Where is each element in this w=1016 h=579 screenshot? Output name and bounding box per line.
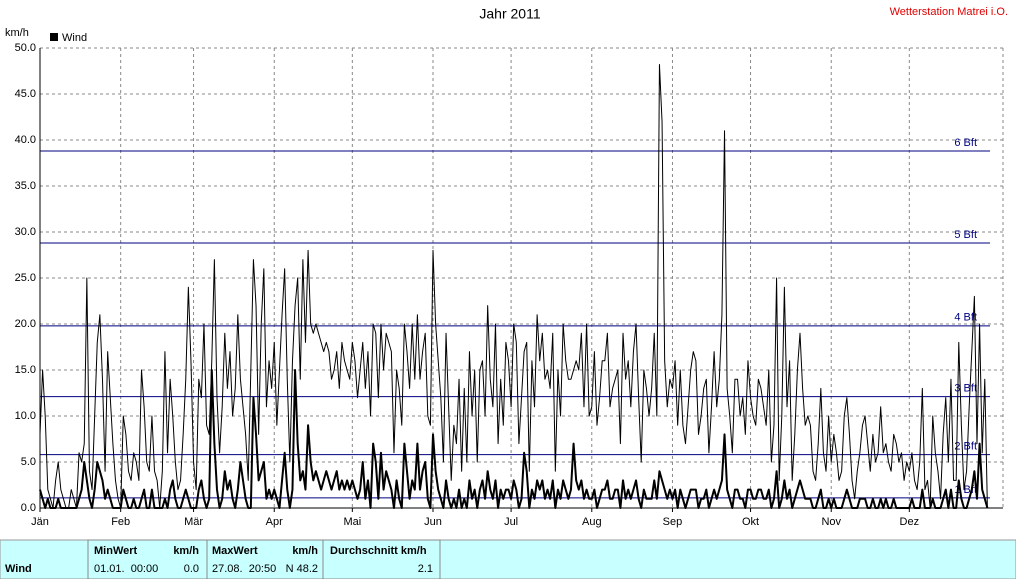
max-time: 27.08. 20:50 — [212, 563, 276, 575]
max-unit: km/h — [292, 545, 318, 557]
y-tick-label: 25.0 — [15, 272, 36, 284]
y-tick-label: 30.0 — [15, 226, 36, 238]
x-tick-label: Okt — [742, 516, 759, 528]
x-tick-label: Apr — [266, 516, 283, 528]
min-title: MinWert — [94, 545, 138, 557]
bft-label: 5 Bft — [954, 229, 977, 241]
series-line — [39, 369, 989, 509]
stats-table: Wind MinWert km/h 01.01. 00:00 0.0 MaxWe… — [0, 539, 1016, 579]
y-tick-label: 10.0 — [15, 410, 36, 422]
x-tick-label: Mär — [184, 516, 203, 528]
stats-name: Wind — [5, 563, 32, 575]
y-tick-label: 0.0 — [21, 502, 36, 514]
chart-title: Jahr 2011 — [479, 6, 540, 22]
plot: 0.0 5.0 10.0 15.0 20.0 25.0 30.0 35.0 40.0 45.0 50… — [15, 42, 1004, 528]
max-value: N 48.2 — [286, 563, 318, 575]
x-tick-label: Aug — [582, 516, 602, 528]
y-tick-label: 5.0 — [21, 456, 36, 468]
y-tick-label: 15.0 — [15, 364, 36, 376]
y-tick-label: 35.0 — [15, 180, 36, 192]
x-tick-label: Feb — [111, 516, 130, 528]
y-axis-label: km/h — [5, 27, 29, 39]
y-tick-label: 45.0 — [15, 88, 36, 100]
x-tick-label: Sep — [663, 516, 683, 528]
avg-title: Durchschnitt km/h — [330, 545, 427, 557]
station-name: Wetterstation Matrei i.O. — [890, 6, 1008, 18]
series-line — [39, 64, 988, 509]
x-tick-label: Mai — [343, 516, 361, 528]
bft-label: 4 Bft — [954, 312, 977, 324]
min-unit: km/h — [173, 545, 199, 557]
y-tick-label: 20.0 — [15, 318, 36, 330]
max-title: MaxWert — [212, 545, 258, 557]
y-tick-label: 50.0 — [15, 42, 36, 54]
min-time: 01.01. 00:00 — [94, 563, 158, 575]
min-value: 0.0 — [184, 563, 199, 575]
avg-value: 2.1 — [418, 563, 433, 575]
table-cell — [87, 539, 441, 579]
x-tick-label: Jul — [504, 516, 518, 528]
legend-label: Wind — [62, 32, 87, 44]
bft-label: 2 Bft — [954, 441, 977, 453]
x-tick-label: Jän — [31, 516, 49, 528]
legend-swatch — [50, 33, 58, 41]
x-tick-label: Nov — [821, 516, 841, 528]
x-tick-label: Dez — [900, 516, 920, 528]
bft-label: 6 Bft — [954, 137, 977, 149]
x-tick-label: Jun — [424, 516, 442, 528]
y-tick-label: 40.0 — [15, 134, 36, 146]
